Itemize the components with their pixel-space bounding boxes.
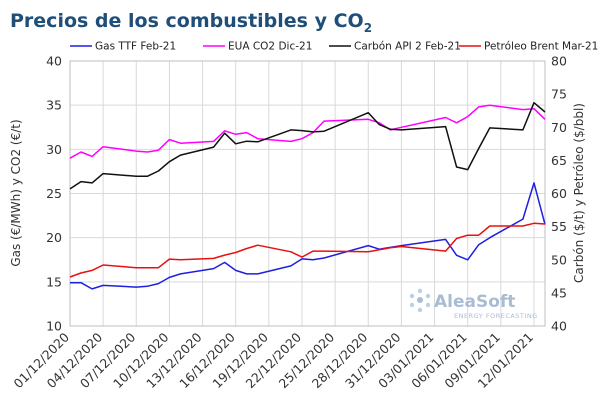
chart-title-subscript: 2: [364, 21, 372, 35]
series-lines: [69, 101, 546, 290]
series-line-2: [69, 101, 546, 190]
y-right-tick-2: 50: [551, 252, 567, 267]
watermark-brand: AleaSoft: [434, 292, 515, 312]
y-right-tick-5: 65: [551, 153, 567, 168]
y-left-tick-5: 35: [46, 98, 62, 113]
chart-title-main: Precios de los combustibles y CO: [10, 10, 364, 32]
y-left-tick-0: 10: [46, 319, 62, 334]
y-right-tick-1: 45: [551, 285, 567, 300]
series-line-1: [69, 104, 546, 159]
aleasoft-watermark: AleaSoft ENERGY FORECASTING: [409, 288, 538, 320]
legend: Gas TTF Feb-21 EUA CO2 Dic-21 Carbón API 2…: [70, 41, 598, 53]
y-left-tick-2: 20: [46, 230, 62, 245]
legend-item-2: Carbón API 2 Feb-21: [329, 41, 461, 53]
legend-item-0: Gas TTF Feb-21: [70, 41, 176, 53]
grid: [69, 60, 546, 327]
legend-item-3: Petróleo Brent Mar-21: [459, 41, 598, 53]
plot-frame: [69, 60, 546, 327]
y-axis-left: 10 15 20 25 30 35 40: [46, 54, 62, 334]
legend-item-1: EUA CO2 Dic-21: [203, 41, 312, 53]
legend-label-0: Gas TTF Feb-21: [95, 41, 176, 53]
y-left-tick-6: 40: [46, 54, 62, 69]
y-right-tick-0: 40: [551, 319, 567, 334]
series-line-0: [70, 182, 546, 290]
legend-label-2: Carbón API 2 Feb-21: [354, 41, 461, 53]
y-right-tick-4: 60: [551, 186, 567, 201]
y-right-tick-6: 70: [551, 120, 567, 135]
y-axis-right-label: Carbón ($/t) y Petróleo ($/bbl): [572, 103, 586, 283]
y-left-tick-1: 15: [46, 274, 62, 289]
y-axis-right: 40 45 50 55 60 65 70 75 80: [551, 54, 567, 334]
x-axis: 01/12/202004/12/202007/12/202010/12/2020…: [11, 329, 537, 391]
y-left-tick-4: 30: [46, 142, 62, 157]
series-line-3: [69, 222, 546, 278]
legend-label-1: EUA CO2 Dic-21: [228, 41, 312, 53]
y-right-tick-3: 55: [551, 219, 567, 234]
y-right-tick-8: 80: [551, 54, 567, 69]
y-left-tick-3: 25: [46, 186, 62, 201]
legend-label-3: Petróleo Brent Mar-21: [484, 41, 598, 53]
watermark-tagline: ENERGY FORECASTING: [454, 312, 538, 320]
chart-title: Precios de los combustibles y CO2: [10, 10, 372, 35]
y-axis-left-label: Gas (€/MWh) y CO2 (€/t): [9, 119, 23, 266]
y-right-tick-7: 75: [551, 87, 567, 102]
aleasoft-logo-icon: [409, 288, 431, 313]
